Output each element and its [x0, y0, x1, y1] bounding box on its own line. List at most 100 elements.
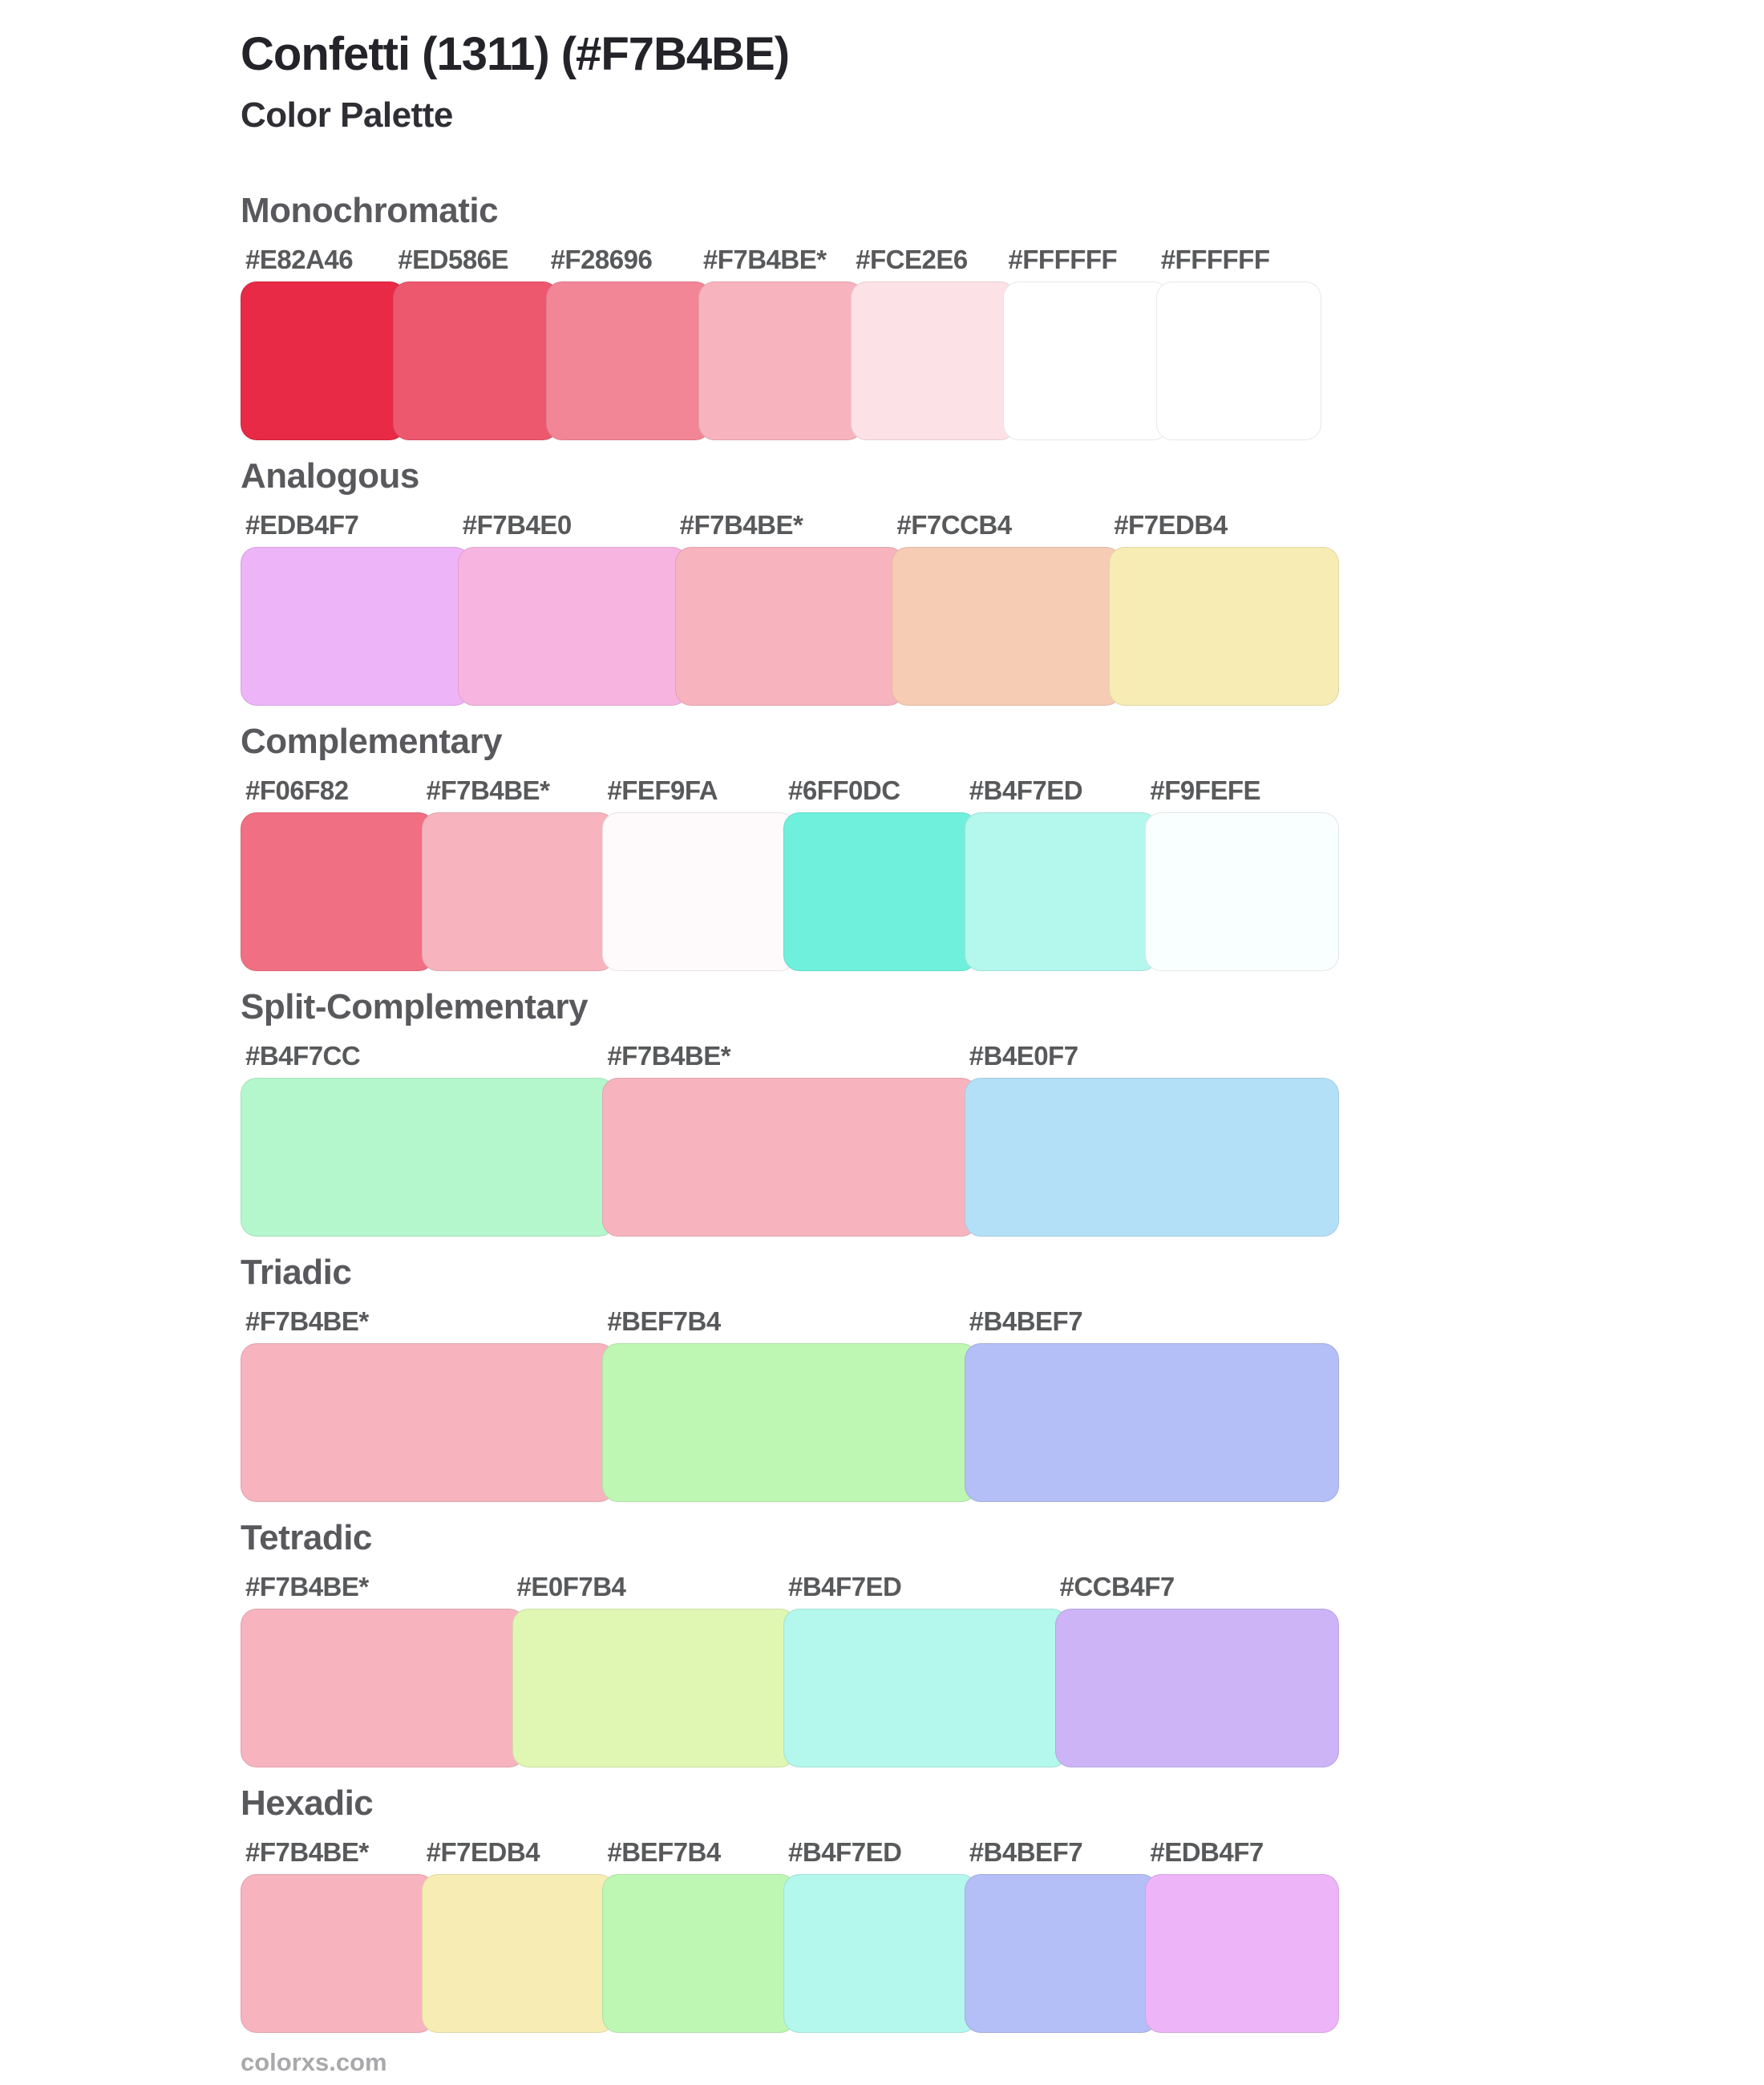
- swatch-b4bef7[interactable]: #B4BEF7: [964, 1836, 1159, 2033]
- color-swatch[interactable]: [545, 281, 711, 441]
- swatch-e0f7b4[interactable]: #E0F7B4: [512, 1570, 796, 1767]
- hex-label: #F28696: [550, 245, 653, 275]
- swatch-b4bef7[interactable]: #B4BEF7: [964, 1305, 1339, 1502]
- color-swatch[interactable]: [421, 1873, 616, 2033]
- hex-label: #B4BEF7: [969, 1306, 1083, 1336]
- color-swatch[interactable]: [1145, 812, 1340, 971]
- color-swatch[interactable]: [964, 1342, 1339, 1502]
- color-swatch[interactable]: [1155, 281, 1321, 441]
- swatch-row: #EDB4F7 #F7B4E0 #F7B4BE* #F7CCB4 #F7EDB4: [241, 508, 1339, 706]
- swatch-bef7b4[interactable]: #BEF7B4: [602, 1305, 977, 1502]
- color-swatch[interactable]: [964, 1873, 1159, 2033]
- swatch-f7b4be-base[interactable]: #F7B4BE*: [241, 1570, 525, 1767]
- section-title: Monochromatic: [241, 191, 499, 231]
- section-title: Tetradic: [241, 1517, 372, 1557]
- swatch-f7b4be-base[interactable]: #F7B4BE*: [421, 774, 616, 971]
- hex-label: #EDB4F7: [1150, 1836, 1264, 1867]
- hex-label: #BEF7B4: [607, 1836, 721, 1867]
- hex-label: #F7B4BE*: [245, 1571, 369, 1601]
- swatch-f7b4be-base[interactable]: #F7B4BE*: [241, 1305, 616, 1502]
- hex-label: #EDB4F7: [245, 510, 359, 540]
- color-swatch[interactable]: [1145, 1873, 1340, 2033]
- swatch-b4f7ed[interactable]: #B4F7ED: [783, 1570, 1068, 1767]
- color-swatch[interactable]: [241, 281, 407, 441]
- swatch-f7edb4[interactable]: #F7EDB4: [1109, 508, 1339, 706]
- color-swatch[interactable]: [602, 1342, 977, 1502]
- hex-label: #B4F7ED: [969, 775, 1083, 805]
- hex-label: #B4F7ED: [788, 1836, 902, 1867]
- swatch-b4e0f7[interactable]: #B4E0F7: [964, 1039, 1339, 1237]
- hex-label: #B4E0F7: [969, 1040, 1078, 1071]
- color-swatch[interactable]: [851, 281, 1017, 441]
- color-swatch[interactable]: [1054, 1608, 1339, 1767]
- hex-label: #B4BEF7: [969, 1836, 1083, 1867]
- swatch-6ff0dc[interactable]: #6FF0DC: [783, 774, 977, 971]
- color-swatch[interactable]: [1003, 281, 1169, 441]
- color-swatch[interactable]: [457, 547, 688, 706]
- swatch-e82a46[interactable]: #E82A46: [241, 243, 407, 441]
- swatch-f7b4be-base[interactable]: #F7B4BE*: [241, 1836, 435, 2033]
- footer-site-link[interactable]: colorxs.com: [241, 2047, 387, 2076]
- swatch-ed586e[interactable]: #ED586E: [393, 243, 559, 441]
- swatch-f7b4e0[interactable]: #F7B4E0: [457, 508, 688, 706]
- color-swatch[interactable]: [783, 1608, 1068, 1767]
- color-swatch[interactable]: [241, 1342, 616, 1502]
- swatch-f7b4be-base[interactable]: #F7B4BE*: [674, 508, 905, 706]
- swatch-edb4f7[interactable]: #EDB4F7: [1145, 1836, 1340, 2033]
- swatch-bef7b4[interactable]: #BEF7B4: [602, 1836, 797, 2033]
- hex-label: #FFFFFF: [1160, 245, 1270, 275]
- color-swatch[interactable]: [393, 281, 559, 441]
- hex-label: #F7CCB4: [896, 510, 1012, 540]
- palette-sections: Monochromatic #E82A46 #ED586E #F28696 #F7B4…: [241, 190, 1764, 2033]
- swatch-f7ccb4[interactable]: #F7CCB4: [892, 508, 1123, 706]
- color-swatch[interactable]: [602, 1077, 977, 1237]
- swatch-edb4f7[interactable]: #EDB4F7: [241, 508, 471, 706]
- hex-label: #F7B4BE*: [245, 1306, 369, 1336]
- hex-label: #FFFFFF: [1008, 245, 1118, 275]
- color-swatch[interactable]: [241, 1077, 616, 1237]
- swatch-b4f7ed[interactable]: #B4F7ED: [783, 1836, 977, 2033]
- color-swatch[interactable]: [241, 1873, 435, 2033]
- swatch-f7b4be-base[interactable]: #F7B4BE*: [698, 243, 864, 441]
- section-title: Triadic: [241, 1252, 352, 1292]
- color-swatch[interactable]: [698, 281, 864, 441]
- color-swatch[interactable]: [602, 812, 797, 971]
- color-swatch[interactable]: [674, 547, 905, 706]
- color-swatch[interactable]: [964, 812, 1159, 971]
- hex-label: #F06F82: [245, 775, 349, 805]
- hex-label: #F7B4BE*: [426, 775, 550, 805]
- swatch-ccb4f7[interactable]: #CCB4F7: [1054, 1570, 1339, 1767]
- section-title: Analogous: [241, 456, 419, 496]
- color-swatch[interactable]: [512, 1608, 796, 1767]
- color-swatch[interactable]: [241, 812, 435, 971]
- color-swatch[interactable]: [964, 1077, 1339, 1237]
- hex-label: #CCB4F7: [1059, 1571, 1175, 1601]
- swatch-ffffff[interactable]: #FFFFFF: [1003, 243, 1169, 441]
- hex-label: #E0F7B4: [516, 1571, 626, 1601]
- hex-label: #F7EDB4: [1114, 510, 1228, 540]
- section-title: Split-Complementary: [241, 986, 589, 1026]
- swatch-f06f82[interactable]: #F06F82: [241, 774, 435, 971]
- color-swatch[interactable]: [892, 547, 1123, 706]
- color-swatch[interactable]: [241, 1608, 525, 1767]
- palette-section: Hexadic #F7B4BE* #F7EDB4 #BEF7B4 #B4F7ED #B4…: [241, 1783, 1764, 2033]
- color-swatch[interactable]: [783, 1873, 977, 2033]
- swatch-f7b4be-base[interactable]: #F7B4BE*: [602, 1039, 977, 1237]
- color-swatch[interactable]: [1109, 547, 1339, 706]
- swatch-ffffff[interactable]: #FFFFFF: [1155, 243, 1321, 441]
- color-swatch[interactable]: [421, 812, 616, 971]
- swatch-f28696[interactable]: #F28696: [545, 243, 711, 441]
- color-swatch[interactable]: [602, 1873, 797, 2033]
- color-swatch[interactable]: [783, 812, 977, 971]
- section-title: Hexadic: [241, 1783, 374, 1823]
- swatch-f7edb4[interactable]: #F7EDB4: [421, 1836, 616, 2033]
- swatch-b4f7ed[interactable]: #B4F7ED: [964, 774, 1159, 971]
- swatch-fef9fa[interactable]: #FEF9FA: [602, 774, 797, 971]
- swatch-fce2e6[interactable]: #FCE2E6: [851, 243, 1017, 441]
- hex-label: #F7B4BE*: [679, 510, 803, 540]
- color-swatch[interactable]: [241, 547, 471, 706]
- hex-label: #B4F7CC: [245, 1040, 361, 1071]
- swatch-f9fefe[interactable]: #F9FEFE: [1145, 774, 1340, 971]
- swatch-b4f7cc[interactable]: #B4F7CC: [241, 1039, 616, 1237]
